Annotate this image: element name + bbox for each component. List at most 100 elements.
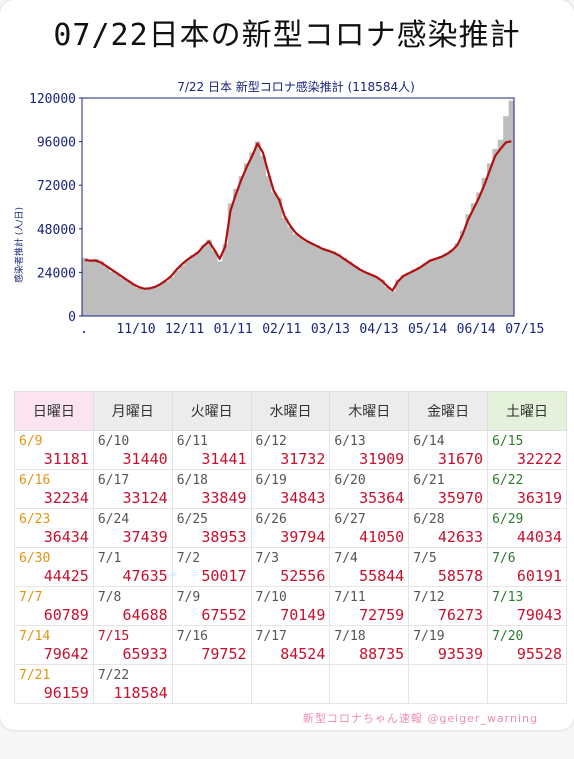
calendar-day-cell: 7/11 72759 <box>329 586 410 626</box>
bar <box>389 291 396 316</box>
day-estimate-value: 31181 <box>43 450 89 468</box>
day-date: 6/21 <box>413 473 445 488</box>
y-axis-label: 感染者推計 (人/日) <box>13 207 25 283</box>
day-date: 7/4 <box>334 551 358 566</box>
bar <box>157 284 164 316</box>
bar <box>460 230 466 316</box>
weekday-header-row: 日曜日 月曜日 火曜日 水曜日 木曜日 金曜日 土曜日 <box>14 391 567 431</box>
y-tick-label: 120000 <box>29 92 76 107</box>
day-date: 6/9 <box>19 434 43 449</box>
bar <box>179 265 185 316</box>
day-date: 6/10 <box>97 434 130 449</box>
x-tick-label: 01/11 <box>214 322 253 335</box>
day-date: 6/23 <box>19 512 51 527</box>
bar <box>476 192 482 316</box>
day-estimate-value: 84524 <box>280 645 326 663</box>
calendar-day-cell: 6/22 36319 <box>487 469 567 509</box>
day-date: 6/13 <box>334 434 366 449</box>
day-date: 7/3 <box>255 551 280 566</box>
calendar-week-row: 7/14 79642 7/15 65933 7/16 79752 7/17 84524 7/18… <box>14 625 567 665</box>
day-estimate-value: 44034 <box>516 528 562 546</box>
bar <box>341 257 347 316</box>
day-date: 6/17 <box>97 473 130 488</box>
day-estimate-value: 55844 <box>359 567 405 585</box>
bar <box>98 261 104 316</box>
day-date <box>492 665 562 667</box>
bar <box>465 214 472 316</box>
calendar-day-cell <box>171 664 252 704</box>
day-date: 6/20 <box>334 473 366 488</box>
calendar-day-cell: 7/2 50017 <box>171 547 252 587</box>
day-estimate-value: 58578 <box>437 567 484 585</box>
day-estimate-value: 31670 <box>437 450 484 468</box>
calendar-day-cell: 6/19 34843 <box>250 469 331 509</box>
day-date: 7/13 <box>492 590 524 605</box>
bar <box>427 259 434 316</box>
bar <box>146 288 153 316</box>
bar <box>379 279 385 316</box>
bar <box>103 266 110 316</box>
calendar-day-cell: 6/10 31440 <box>92 430 173 470</box>
day-date: 7/17 <box>255 629 287 644</box>
day-estimate-value: 50017 <box>201 567 247 585</box>
day-date: 6/28 <box>413 512 445 527</box>
day-date: 7/11 <box>334 590 366 605</box>
weekday-header: 木曜日 <box>329 391 410 431</box>
day-estimate-value: 32222 <box>516 450 562 468</box>
bar <box>152 286 158 316</box>
calendar-day-cell: 6/21 35970 <box>408 469 489 509</box>
bar <box>114 274 121 316</box>
day-estimate-value: 31732 <box>280 450 326 468</box>
calendar-day-cell: 7/9 67552 <box>171 586 252 626</box>
bar <box>373 276 380 316</box>
bar <box>136 287 142 316</box>
bar <box>227 203 234 316</box>
bar <box>508 100 515 316</box>
day-estimate-value: 36434 <box>43 528 89 546</box>
calendar-day-cell: 6/28 42633 <box>408 508 489 548</box>
x-axis: . 11/10 12/11 01/11 02/11 03/13 04/13 05/14 06/1… <box>80 322 544 335</box>
day-estimate-value: 44425 <box>43 567 89 585</box>
x-tick-label: 03/13 <box>311 322 350 335</box>
calendar-day-cell: 7/18 88735 <box>329 625 410 665</box>
calendar-day-cell: 6/26 39794 <box>250 508 331 548</box>
bar <box>497 139 504 316</box>
calendar-day-cell <box>329 664 410 704</box>
bar <box>281 217 288 316</box>
bar <box>406 272 412 316</box>
bar <box>173 270 180 316</box>
day-estimate-value: 31441 <box>201 450 247 468</box>
day-date: 7/22 <box>97 668 130 683</box>
bar <box>87 259 94 316</box>
day-date: 6/27 <box>334 512 366 527</box>
bar <box>330 251 337 316</box>
calendar-day-cell: 6/15 32222 <box>487 430 567 470</box>
day-estimate-value: 118584 <box>113 684 168 702</box>
day-estimate-value: 72759 <box>359 606 405 624</box>
day-estimate-value: 76273 <box>437 606 484 624</box>
bar <box>454 243 461 316</box>
calendar-week-row: 7/21 96159 7/22 118584 <box>14 664 567 704</box>
bar <box>443 253 450 316</box>
bar <box>438 256 445 316</box>
bar <box>362 272 369 316</box>
day-date: 6/12 <box>255 434 287 449</box>
calendar-day-cell: 6/14 31670 <box>408 430 489 470</box>
day-estimate-value: 31440 <box>122 450 168 468</box>
day-date: 6/25 <box>176 512 208 527</box>
day-date: 6/30 <box>19 551 51 566</box>
calendar-day-cell: 6/23 36434 <box>14 508 94 548</box>
bar <box>308 243 315 316</box>
day-estimate-value: 79752 <box>201 645 247 663</box>
bar <box>492 148 499 316</box>
bar <box>211 250 218 316</box>
bar <box>163 281 169 316</box>
bar <box>195 251 202 316</box>
calendar-day-cell: 6/24 37439 <box>92 508 173 548</box>
calendar-day-cell: 7/3 52556 <box>250 547 331 587</box>
day-date: 6/14 <box>413 434 445 449</box>
day-date: 6/15 <box>492 434 524 449</box>
bar <box>325 249 331 316</box>
calendar-day-cell <box>408 664 489 704</box>
x-tick-label: 12/11 <box>165 322 204 335</box>
